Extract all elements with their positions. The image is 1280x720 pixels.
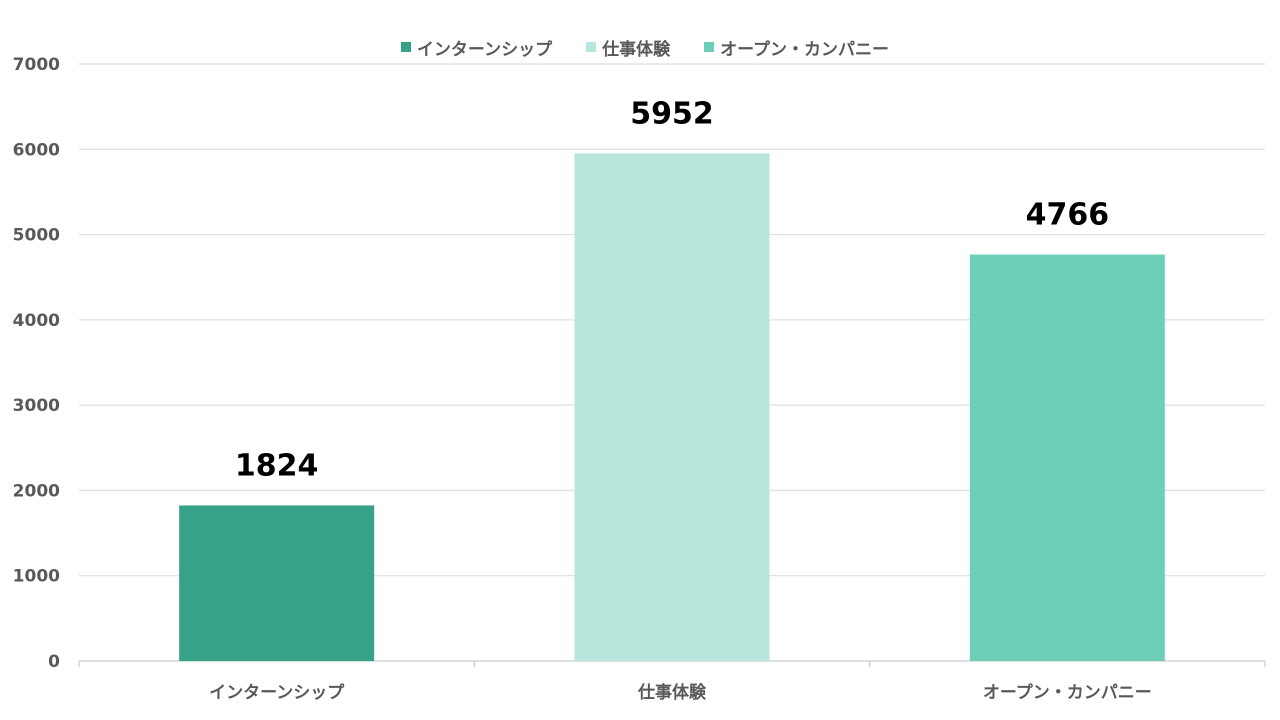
legend-swatch-internship [400, 42, 411, 52]
legend-item-open-company: オープン・カンパニー [704, 35, 889, 60]
data-label: 4766 [1026, 198, 1110, 233]
legend-label-work-experience: 仕事体験 [602, 39, 671, 60]
legend-item-internship: インターンシップ [400, 35, 553, 60]
legend-swatch-open-company [704, 42, 715, 52]
legend-label-open-company: オープン・カンパニー [720, 39, 890, 60]
legend-label-internship: インターンシップ [416, 39, 553, 60]
bar [574, 153, 770, 661]
x-tick-label: オープン・カンパニー [983, 682, 1152, 703]
y-tick-label: 4000 [13, 311, 60, 331]
legend-item-work-experience: 仕事体験 [586, 35, 670, 60]
x-tick-label: 仕事体験 [637, 682, 707, 703]
bar [969, 254, 1165, 661]
y-tick-label: 5000 [13, 226, 60, 246]
y-tick-label: 2000 [13, 481, 60, 501]
y-tick-label: 1000 [13, 567, 60, 587]
chart-legend: インターンシップ 仕事体験 オープン・カンパニー [0, 34, 1280, 60]
y-tick-label: 6000 [13, 140, 60, 160]
x-tick-label: インターンシップ [209, 682, 345, 703]
bar [179, 505, 375, 661]
data-label: 5952 [630, 96, 714, 131]
y-tick-label: 0 [48, 652, 60, 672]
legend-swatch-work-experience [586, 42, 597, 52]
y-tick-label: 3000 [13, 396, 60, 416]
data-label: 1824 [235, 448, 319, 483]
y-tick-label: 7000 [13, 55, 60, 75]
